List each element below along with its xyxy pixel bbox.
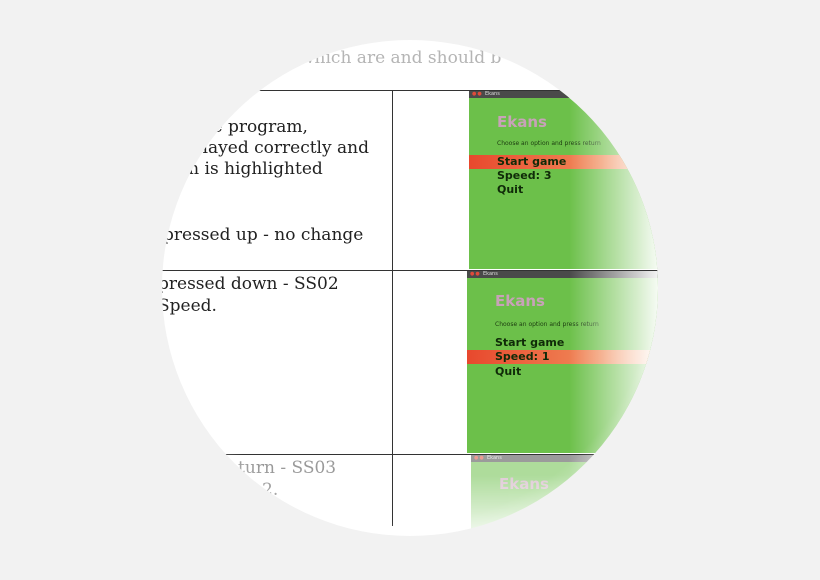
window-title: Ekans	[485, 91, 500, 97]
game-screenshot-3: ●● Ekans Ekans	[471, 455, 658, 536]
intro-text: which are and should b	[300, 48, 502, 68]
row3-line2: 2.	[262, 480, 279, 500]
magnifier-circle: which are and should b f the program, sp…	[162, 40, 658, 536]
row1-line1: f the program,	[183, 117, 308, 137]
edge-fade	[569, 271, 658, 453]
row1-line5: pressed up - no change	[163, 225, 364, 245]
edge-fade	[471, 475, 658, 536]
menu-option-label: Start game	[495, 336, 565, 349]
row1-line3: m is highlighted	[183, 159, 323, 179]
menu-option-label: Quit	[497, 183, 524, 196]
window-controls-icon: ●●	[472, 91, 483, 97]
menu-option-label: Quit	[495, 365, 522, 378]
window-title: Ekans	[483, 271, 498, 277]
row3-line1: eturn - SS03	[228, 458, 337, 478]
table-column-divider	[392, 90, 393, 526]
menu-option-label: Speed: 1	[495, 350, 550, 363]
window-controls-icon: ●●	[474, 455, 485, 461]
window-controls-icon: ●●	[470, 271, 481, 277]
game-screenshot-2: ●● Ekans Ekans Choose an option and pres…	[467, 271, 658, 453]
row1-line2: splayed correctly and	[183, 138, 369, 158]
row2-line2: Speed.	[162, 296, 217, 316]
row2-line1: pressed down - SS02	[162, 274, 339, 294]
game-title: Ekans	[497, 113, 547, 131]
window-title: Ekans	[487, 455, 502, 461]
game-title: Ekans	[495, 292, 545, 310]
menu-option-label: Start game	[497, 155, 567, 168]
document-page: which are and should b f the program, sp…	[162, 40, 658, 536]
game-screenshot-1: ●● Ekans Ekans Choose an option and pres…	[469, 91, 658, 269]
menu-option-label: Speed: 3	[497, 169, 552, 182]
edge-fade	[569, 91, 658, 269]
